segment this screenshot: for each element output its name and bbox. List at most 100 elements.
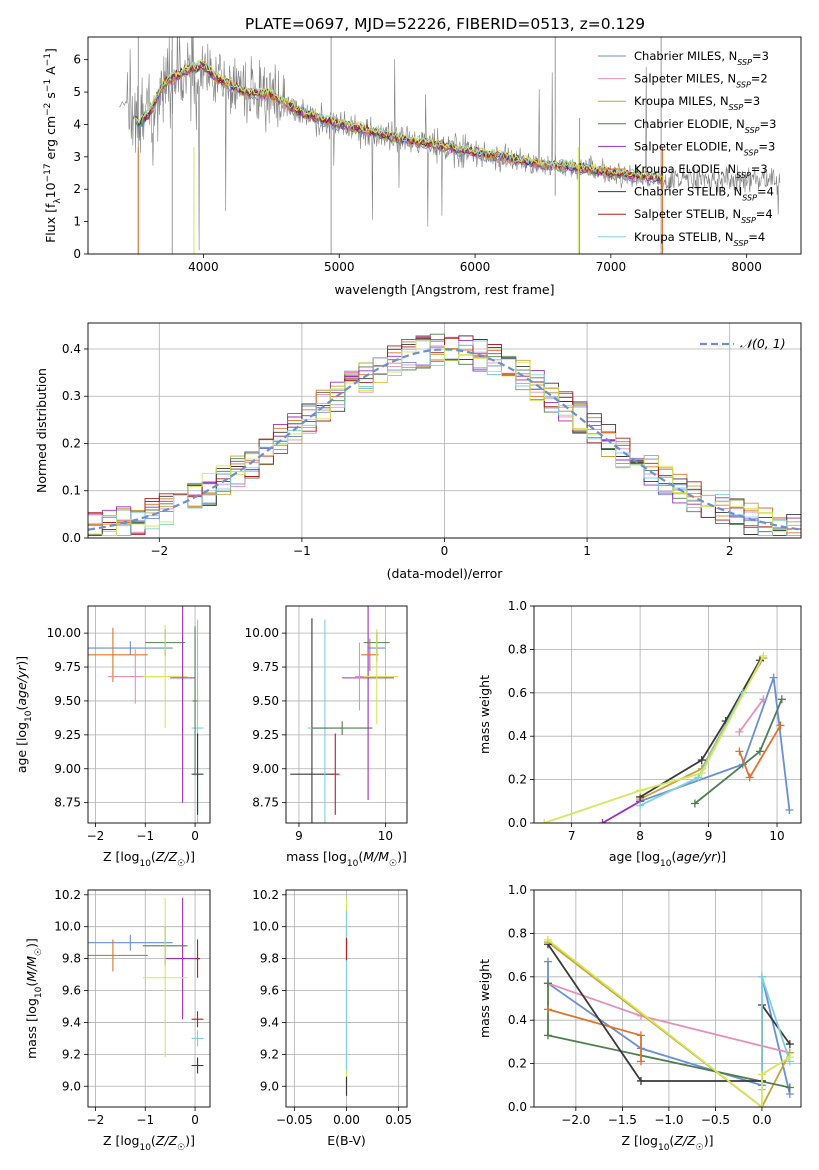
legend-label-part: Chabrier STELIB, N bbox=[634, 185, 742, 199]
legend-label-part: Kroupa MILES, N bbox=[634, 94, 729, 108]
label-part: ☉ bbox=[389, 859, 397, 869]
label-part: ( bbox=[151, 1133, 156, 1148]
plot-area-age_vs_Z bbox=[88, 606, 204, 823]
y-tick-label: 8.75 bbox=[54, 796, 81, 810]
y-tick-label: 0.8 bbox=[508, 642, 527, 656]
label-part: Flux [f bbox=[43, 203, 58, 243]
mass-weight-line bbox=[547, 941, 791, 1107]
mass-weight-marker bbox=[690, 799, 699, 808]
mass-weight-line bbox=[639, 677, 791, 811]
legend-label-part: =4 bbox=[757, 185, 774, 199]
label-part: ( bbox=[669, 1133, 674, 1148]
legend-label-part: SSP bbox=[742, 193, 757, 202]
y-tick-label: 1.0 bbox=[508, 599, 527, 613]
label-part: Z/Z bbox=[155, 1133, 178, 1148]
legend-label: 𝒩(0, 1) bbox=[740, 336, 786, 351]
x-axis-label: Z [log10(Z/Z☉)] bbox=[103, 849, 195, 869]
mass-weight-marker bbox=[543, 1031, 552, 1040]
x-tick-label: 5000 bbox=[324, 260, 355, 274]
x-axis-label: Z [log10(Z/Z☉)] bbox=[622, 1133, 714, 1153]
legend-label-part: Salpeter STELIB, N bbox=[634, 207, 741, 221]
y-tick-label: 3 bbox=[73, 150, 81, 164]
label-part: ( bbox=[24, 982, 39, 987]
x-tick-label: 6000 bbox=[460, 260, 491, 274]
y-axis-label: mass [log10(M/M☉)] bbox=[24, 938, 44, 1059]
mass-weight-marker bbox=[769, 673, 778, 682]
mass-weight-marker bbox=[636, 801, 645, 810]
label-part: ☉ bbox=[696, 1143, 704, 1153]
label-part: ( bbox=[151, 849, 156, 864]
x-tick-label: 7000 bbox=[596, 260, 627, 274]
x-tick-label: 0 bbox=[191, 829, 199, 843]
plot-area-age_vs_mass bbox=[290, 606, 399, 823]
mass-weight-marker bbox=[745, 773, 754, 782]
legend-label: Kroupa STELIB, NSSP=4 bbox=[634, 230, 765, 248]
mass-weight-line bbox=[547, 1008, 642, 1062]
x-tick-label: 0.00 bbox=[333, 1113, 360, 1127]
legend-label-part: SSP bbox=[734, 238, 749, 247]
x-tick-label: −1 bbox=[136, 829, 154, 843]
y-tick-label: 0.0 bbox=[62, 531, 81, 545]
label-part: )] bbox=[24, 938, 39, 948]
x-tick-label: 0.0 bbox=[752, 1113, 771, 1127]
mass-weight-line bbox=[547, 939, 791, 1107]
mass-weight-marker bbox=[755, 747, 764, 756]
label-part: mass [log bbox=[24, 998, 39, 1059]
plot-area-massweight_vs_age bbox=[540, 651, 794, 823]
gaussian-reference-curve bbox=[88, 348, 801, 531]
legend-label: Chabrier ELODIE, NSSP=3 bbox=[634, 117, 776, 135]
label-part: erg cm bbox=[43, 116, 58, 164]
y-tick-label: 10.00 bbox=[245, 626, 279, 640]
label-part: 10 bbox=[347, 859, 359, 869]
y-tick-label: 0.0 bbox=[508, 816, 527, 830]
legend-label-part: Kroupa STELIB, N bbox=[634, 230, 734, 244]
label-part: )] bbox=[397, 849, 407, 864]
label-part: )] bbox=[704, 1133, 714, 1148]
legend-label-part: Salpeter ELODIE, N bbox=[634, 139, 744, 153]
x-tick-label: 10 bbox=[769, 829, 784, 843]
y-tick-label: 9.2 bbox=[62, 1047, 81, 1061]
y-tick-label: 0.0 bbox=[508, 1100, 527, 1114]
y-tick-label: 9.6 bbox=[260, 984, 279, 998]
label-part: −17 bbox=[43, 163, 53, 182]
x-tick-label: 0.05 bbox=[385, 1113, 412, 1127]
label-part: age/yr bbox=[676, 849, 717, 864]
y-tick-label: 9.50 bbox=[54, 694, 81, 708]
y-tick-label: 9.0 bbox=[62, 1079, 81, 1093]
x-tick-label: 9 bbox=[295, 829, 303, 843]
y-tick-label: 0.4 bbox=[508, 729, 527, 743]
label-part: −2 bbox=[43, 103, 53, 116]
label-part: 10 bbox=[24, 710, 34, 722]
residual-histogram bbox=[88, 340, 801, 537]
panel-massweight_vs_Z: −2.0 −1.5 −1.0 −0.5 0.0 0.0 0.2 0.4 0.6 0.8 1.0 Z [… bbox=[477, 883, 802, 1153]
x-axis-label: E(B-V) bbox=[327, 1133, 366, 1148]
label-part: 10 bbox=[658, 1143, 670, 1153]
axes-frame bbox=[533, 605, 802, 824]
axes-frame bbox=[285, 605, 408, 824]
legend-label: Chabrier MILES, NSSP=3 bbox=[634, 49, 769, 67]
label-part: )] bbox=[185, 849, 195, 864]
mass-weight-line bbox=[602, 800, 641, 823]
mass-weight-marker bbox=[697, 756, 706, 765]
y-tick-label: 9.0 bbox=[260, 1079, 279, 1093]
y-tick-label: 9.8 bbox=[62, 952, 81, 966]
mass-weight-marker bbox=[636, 786, 645, 795]
x-tick-label: −1 bbox=[293, 544, 311, 558]
label-part: 10 bbox=[139, 859, 151, 869]
label-part: λ bbox=[53, 198, 63, 204]
y-tick-label: 0.2 bbox=[508, 773, 527, 787]
panel-mass_vs_ebv: −0.05 0.00 0.05 9.0 9.2 9.4 9.6 9.8 10.0 10.2 E(B-… bbox=[252, 888, 412, 1148]
x-tick-label: 8 bbox=[636, 829, 644, 843]
label-part: −1 bbox=[43, 79, 53, 92]
legend-label: Salpeter STELIB, NSSP=4 bbox=[634, 207, 773, 225]
mass-weight-marker bbox=[735, 747, 744, 756]
x-tick-label: −2 bbox=[150, 544, 168, 558]
label-part: ( bbox=[14, 706, 29, 711]
y-tick-label: 0 bbox=[73, 247, 81, 261]
y-tick-label: 5 bbox=[73, 85, 81, 99]
mass-weight-marker bbox=[785, 1083, 794, 1092]
x-axis-label: (data-model)/error bbox=[387, 566, 504, 581]
mass-weight-marker bbox=[759, 695, 768, 704]
x-tick-label: 0 bbox=[441, 544, 449, 558]
